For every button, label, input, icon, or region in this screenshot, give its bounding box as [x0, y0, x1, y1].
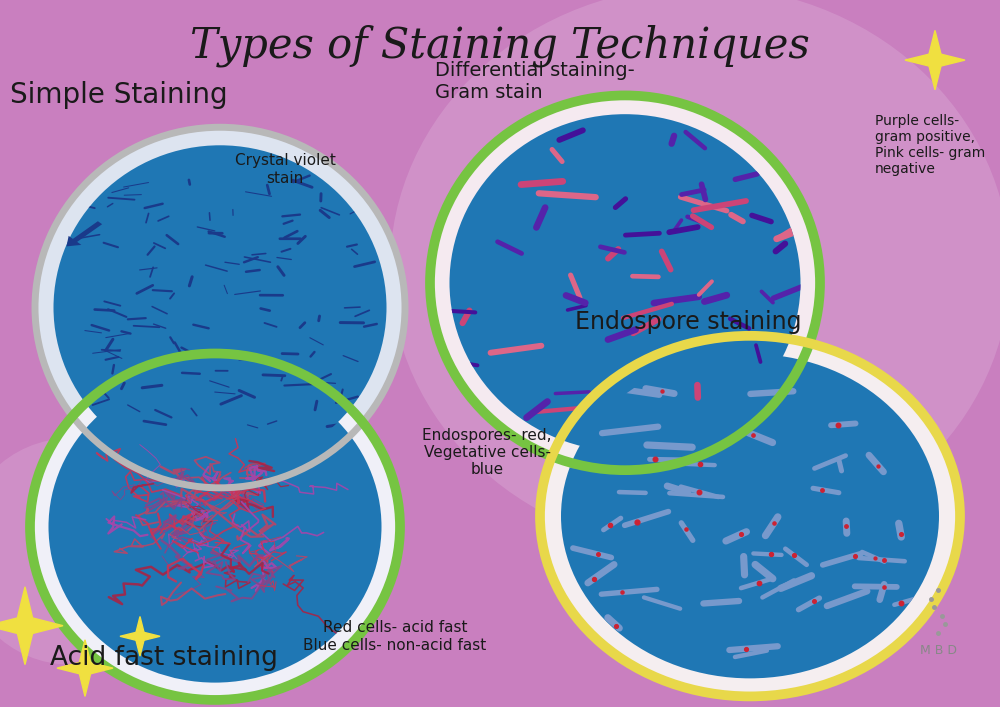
Polygon shape — [78, 640, 92, 696]
Text: Simple Staining: Simple Staining — [10, 81, 228, 110]
Polygon shape — [0, 616, 63, 636]
Polygon shape — [928, 30, 942, 90]
Polygon shape — [135, 617, 145, 656]
Ellipse shape — [48, 370, 382, 683]
Text: Types of Staining Techniques: Types of Staining Techniques — [190, 25, 810, 67]
Ellipse shape — [30, 354, 400, 700]
Ellipse shape — [430, 95, 820, 470]
Text: Red cells- acid fast
Blue cells- non-acid fast: Red cells- acid fast Blue cells- non-aci… — [303, 620, 487, 653]
FancyArrow shape — [67, 221, 102, 246]
Text: Crystal violet
stain: Crystal violet stain — [235, 153, 335, 186]
Ellipse shape — [540, 336, 960, 696]
Ellipse shape — [561, 354, 939, 679]
Ellipse shape — [0, 438, 180, 665]
Text: Endospore staining: Endospore staining — [575, 310, 802, 334]
Ellipse shape — [35, 127, 405, 488]
Text: Purple cells-
gram positive,
Pink cells- gram
negative: Purple cells- gram positive, Pink cells-… — [875, 114, 985, 176]
Text: Acid fast staining: Acid fast staining — [50, 645, 278, 670]
Ellipse shape — [390, 0, 1000, 551]
Text: M B D: M B D — [920, 644, 956, 657]
Polygon shape — [16, 587, 34, 665]
Text: Differential staining-
Gram stain: Differential staining- Gram stain — [435, 61, 635, 102]
Ellipse shape — [54, 146, 386, 470]
Text: Endospores- red,
Vegetative cells-
blue: Endospores- red, Vegetative cells- blue — [422, 428, 552, 477]
Polygon shape — [120, 631, 160, 641]
Ellipse shape — [450, 114, 800, 452]
Polygon shape — [905, 53, 965, 67]
Polygon shape — [57, 661, 113, 675]
